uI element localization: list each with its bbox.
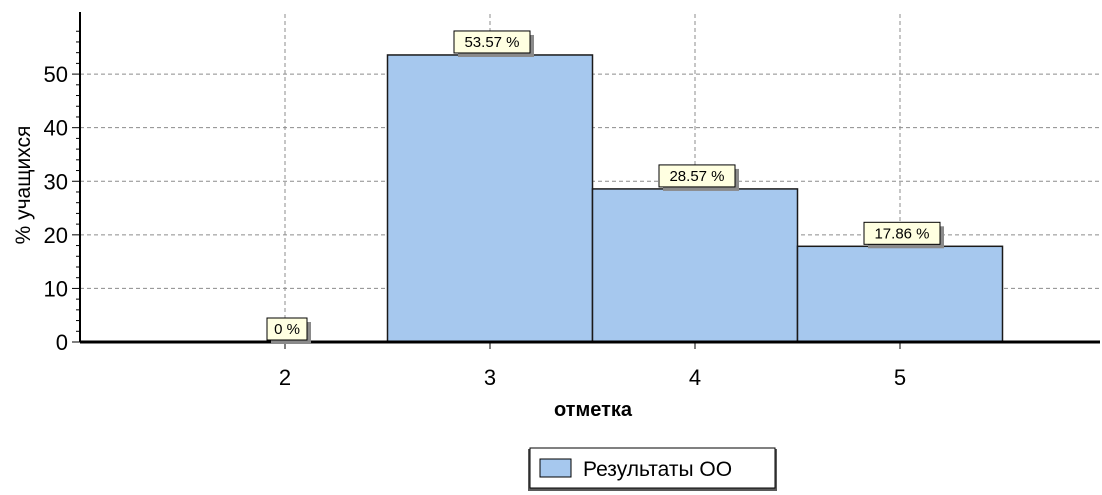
y-tick-label: 40 bbox=[44, 116, 68, 141]
data-label-box bbox=[266, 317, 308, 341]
x-tick-label: 2 bbox=[279, 365, 291, 390]
data-label: 0 % bbox=[266, 317, 311, 344]
bar bbox=[386, 54, 594, 343]
data-label-box bbox=[863, 221, 941, 245]
data-label-box bbox=[453, 30, 531, 54]
data-label-text: 53.57 % bbox=[464, 34, 519, 51]
bar bbox=[796, 245, 1004, 343]
y-tick-label: 50 bbox=[44, 62, 68, 87]
x-tick-label: 4 bbox=[689, 365, 701, 390]
y-axis-title: % учащихся bbox=[12, 126, 35, 245]
data-labels: 0 % 53.57 % 28.57 % 17.86 % bbox=[266, 30, 944, 344]
data-label: 17.86 % bbox=[863, 221, 944, 249]
legend-swatch bbox=[539, 458, 572, 478]
x-tick-labels: 2 3 4 5 bbox=[279, 365, 906, 390]
x-tick-label: 5 bbox=[894, 365, 906, 390]
data-label-text: 17.86 % bbox=[874, 225, 929, 242]
y-tick-label: 10 bbox=[44, 276, 68, 301]
data-label-text: 0 % bbox=[274, 321, 300, 338]
data-label-box bbox=[658, 164, 736, 188]
data-label: 28.57 % bbox=[658, 164, 739, 191]
x-tick-label: 3 bbox=[484, 365, 496, 390]
bar bbox=[591, 188, 799, 343]
legend: Результаты ОО bbox=[528, 447, 777, 491]
y-tick-label: 0 bbox=[56, 330, 68, 355]
y-tick-label: 30 bbox=[44, 169, 68, 194]
data-label-text: 28.57 % bbox=[669, 168, 724, 185]
bars bbox=[386, 54, 1004, 343]
data-label: 53.57 % bbox=[453, 30, 534, 57]
axes bbox=[72, 12, 1100, 349]
legend-label: Результаты ОО bbox=[583, 458, 732, 481]
y-tick-labels: 0 10 20 30 40 50 bbox=[44, 62, 68, 355]
y-tick-label: 20 bbox=[44, 223, 68, 248]
x-axis-title: отметка bbox=[554, 399, 633, 421]
